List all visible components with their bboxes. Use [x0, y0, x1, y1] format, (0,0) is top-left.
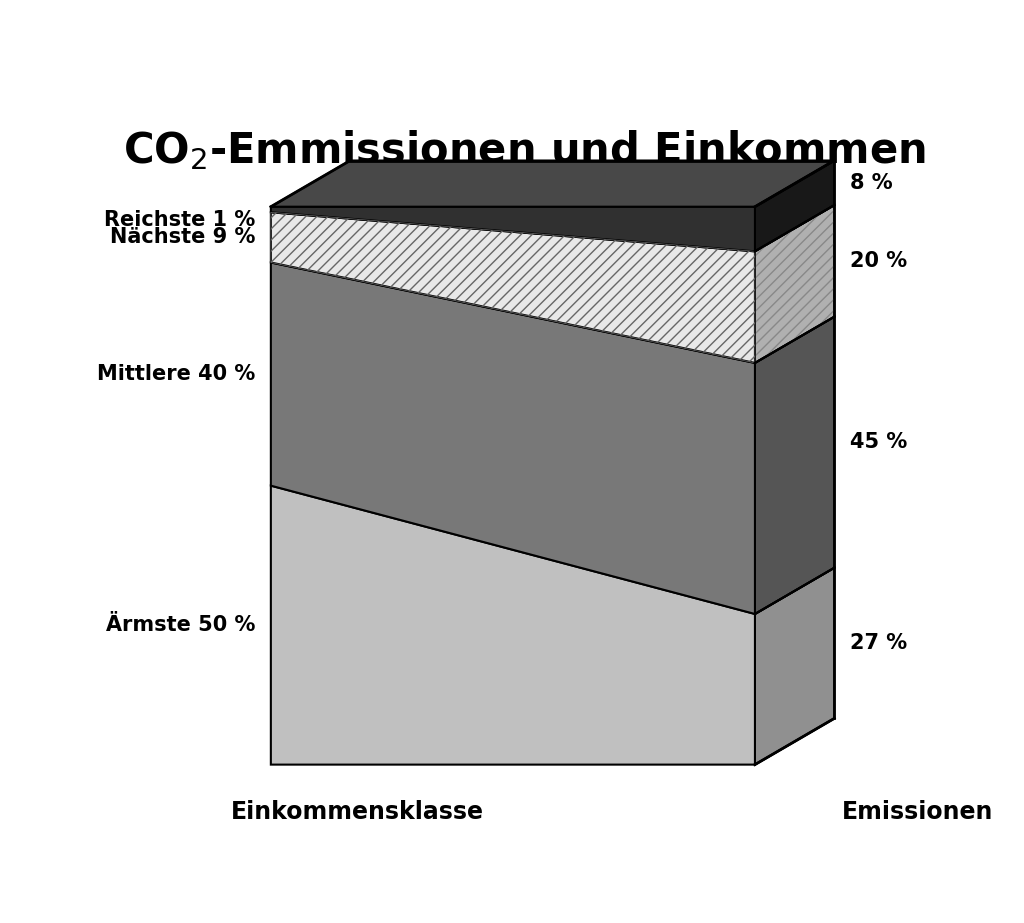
Polygon shape	[270, 212, 755, 363]
Polygon shape	[755, 568, 835, 764]
Text: 8 %: 8 %	[850, 173, 893, 193]
Text: Einkommensklasse: Einkommensklasse	[231, 800, 484, 824]
Polygon shape	[755, 205, 835, 363]
Polygon shape	[270, 207, 755, 251]
Text: CO$_2$-Emmissionen und Einkommen: CO$_2$-Emmissionen und Einkommen	[124, 128, 926, 173]
Text: 27 %: 27 %	[850, 633, 907, 653]
Text: Ärmste 50 %: Ärmste 50 %	[105, 615, 255, 635]
Polygon shape	[755, 161, 835, 251]
Text: Reichste 1 %: Reichste 1 %	[103, 210, 255, 230]
Text: Emissionen: Emissionen	[842, 800, 993, 824]
Polygon shape	[270, 485, 755, 764]
Polygon shape	[755, 317, 835, 614]
Polygon shape	[270, 161, 835, 207]
Text: 45 %: 45 %	[850, 432, 907, 452]
Text: Nächste 9 %: Nächste 9 %	[110, 227, 255, 247]
Text: 20 %: 20 %	[850, 251, 907, 271]
Polygon shape	[270, 262, 755, 614]
Text: Mittlere 40 %: Mittlere 40 %	[96, 364, 255, 384]
